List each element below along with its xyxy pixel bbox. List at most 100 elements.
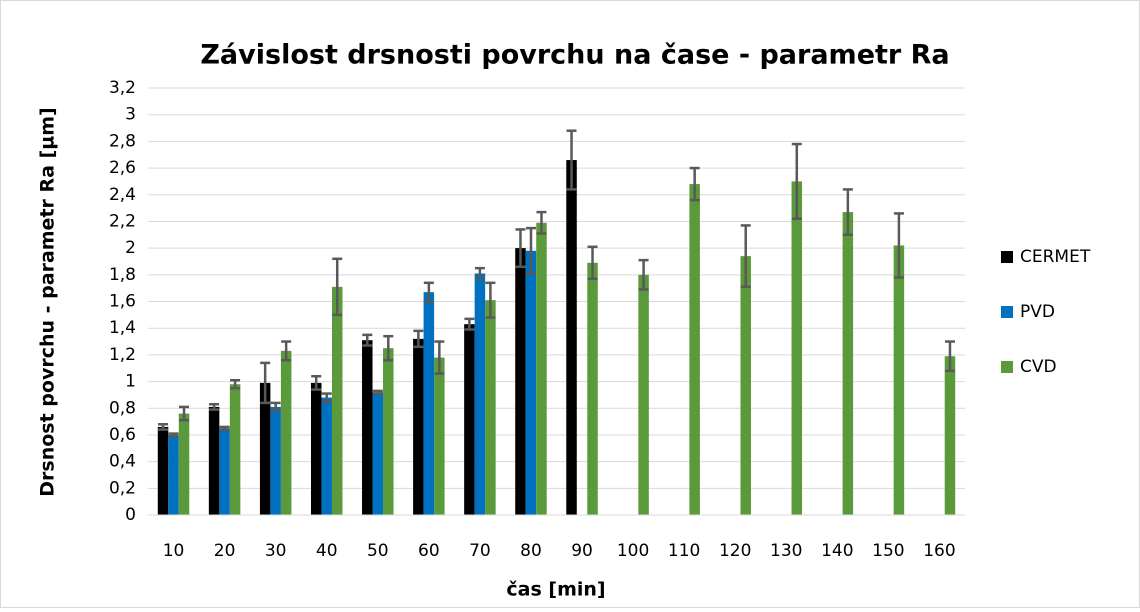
x-tick-label: 100 [617,541,649,561]
bar [464,324,475,515]
bar [536,222,547,515]
error-bar [464,317,475,331]
error-bar [434,340,445,375]
error-bar [525,226,536,275]
error-bar [372,389,383,395]
error-bar [944,340,955,373]
x-tick-label: 80 [520,541,542,561]
bar [178,413,190,515]
bar [740,256,751,515]
y-axis-title: Drsnost povrchu - parametr Ra [µm] [37,107,59,496]
bar [413,338,424,515]
error-bar [638,258,649,291]
error-bar [321,392,332,403]
y-tick-label: 0,6 [109,425,136,445]
x-tick-label: 160 [923,541,955,561]
bar [423,292,435,515]
bar [566,160,577,515]
bar [208,406,220,515]
y-tick-label: 2,6 [109,158,136,178]
error-bar [689,166,700,202]
bar [893,245,905,516]
bar [485,300,496,515]
bar [525,250,537,515]
bar [587,262,598,515]
x-tick-label: 90 [571,541,593,561]
error-bar [485,281,496,319]
error-bar [281,340,292,362]
legend-swatch [1001,361,1013,373]
y-tick-label: 1,2 [109,345,136,365]
bar [689,184,700,515]
bar [791,181,803,515]
error-bar [311,374,322,391]
legend-label: PVD [1020,302,1055,322]
error-bar [515,228,526,269]
bar [280,350,292,515]
error-bar [383,334,394,362]
error-bar [566,129,577,191]
x-tick-label: 110 [668,541,700,561]
bar [842,212,854,516]
y-tick-label: 1 [125,372,136,392]
y-tick-label: 2,2 [109,211,136,231]
bar [168,434,179,515]
error-bar [423,281,434,303]
bar [515,248,526,515]
error-bar [209,402,220,411]
legend-label: CERMET [1020,247,1091,267]
y-tick-label: 0,2 [109,478,136,498]
y-tick-label: 0,8 [109,398,136,418]
bar [219,428,230,515]
bar [259,382,271,515]
bar [270,406,281,515]
bar [157,426,169,515]
y-tick-label: 0,4 [109,452,136,472]
y-tick-label: 3 [125,105,136,125]
x-tick-label: 140 [821,541,853,561]
bar [372,392,384,515]
x-axis-title: čas [min] [506,579,605,601]
error-bar [332,257,343,317]
bar [229,384,241,515]
error-bar [219,425,230,431]
bar [383,348,394,515]
bar [331,286,343,515]
chart-title: Závislost drsnosti povrchu na čase - par… [200,40,949,71]
error-bar [270,401,281,413]
error-bar [842,188,853,237]
y-tick-label: 2,8 [109,131,136,151]
error-bar [893,212,904,279]
y-tick-label: 1,8 [109,265,136,285]
error-bar [536,210,547,235]
error-bar [791,142,802,221]
error-bar [158,423,169,431]
error-bar [587,245,598,281]
x-tick-label: 130 [770,541,802,561]
x-tick-label: 60 [418,541,440,561]
error-bar [362,333,373,347]
legend-swatch [1001,306,1013,318]
y-tick-label: 3,2 [109,78,136,98]
x-tick-label: 120 [719,541,751,561]
bar [434,357,445,515]
x-tick-label: 20 [214,541,236,561]
legend-label: CVD [1020,357,1057,377]
bar [944,356,956,515]
bar [474,273,486,515]
x-tick-label: 150 [872,541,904,561]
x-tick-label: 30 [265,541,287,561]
y-tick-label: 1,4 [109,318,136,338]
bar [362,340,373,515]
y-tick-label: 2,4 [109,185,136,205]
x-tick-label: 50 [367,541,389,561]
x-tick-label: 70 [469,541,491,561]
error-bar [740,224,751,289]
bar [638,274,649,515]
x-tick-label: 10 [163,541,185,561]
error-bar [413,329,424,349]
error-bar [474,266,485,281]
legend-swatch [1001,251,1013,263]
y-tick-label: 0 [125,505,136,525]
